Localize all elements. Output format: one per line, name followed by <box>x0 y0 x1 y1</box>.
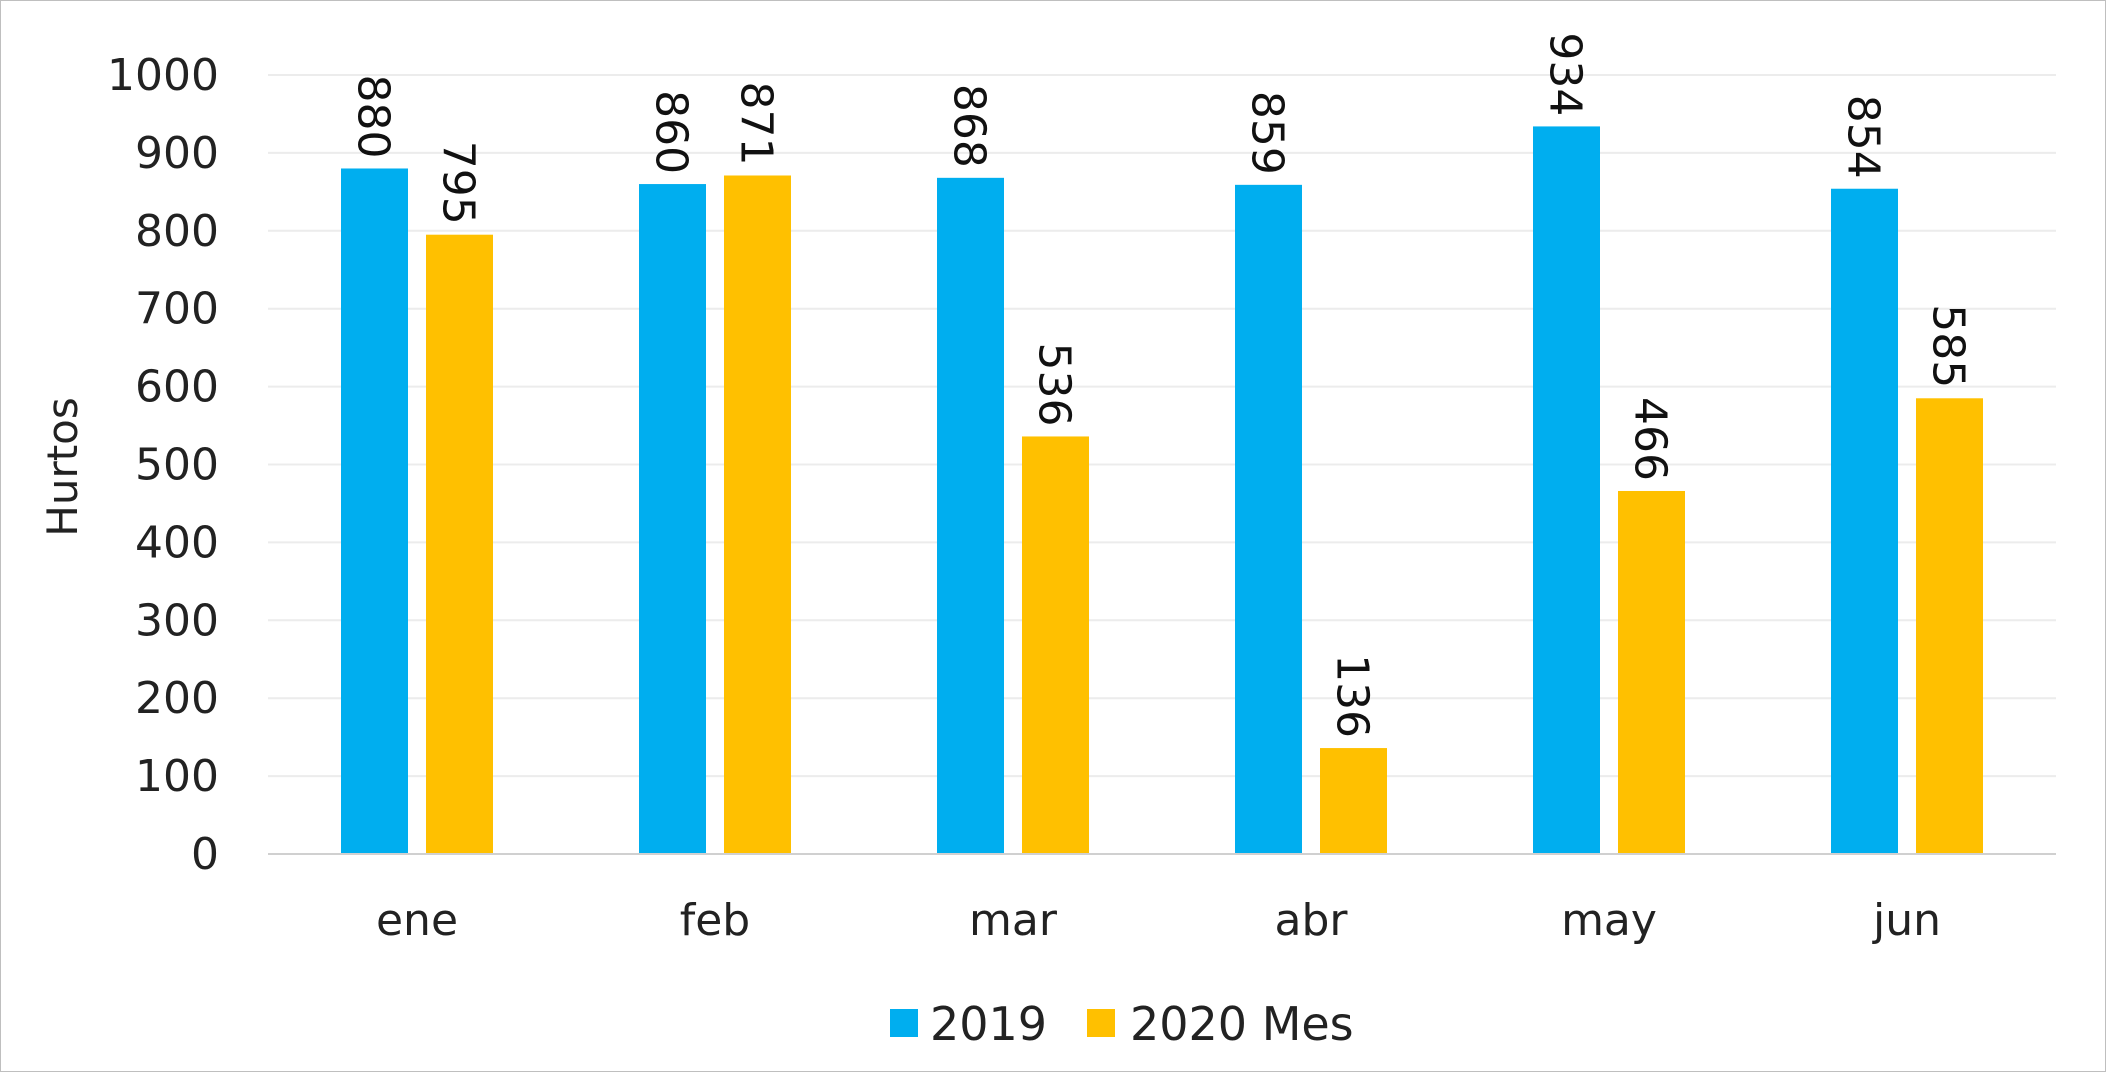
legend-label: 2019 <box>930 997 1047 1051</box>
y-tick-label: 900 <box>135 128 219 179</box>
bar-2020-mes-mar <box>1022 436 1089 854</box>
bar-2020-mes-jun <box>1916 398 1983 854</box>
data-label: 934 <box>1540 32 1591 116</box>
bar-2020-mes-feb <box>724 175 791 855</box>
data-label: 868 <box>944 84 995 168</box>
data-label: 871 <box>731 82 782 166</box>
bar-2020-mes-may <box>1618 490 1685 854</box>
x-tick-label: abr <box>1275 895 1349 946</box>
legend: 2019 2020 Mes <box>890 997 1354 1051</box>
legend-swatch <box>1087 1009 1115 1037</box>
x-tick-label: jun <box>1872 895 1941 946</box>
data-label: 536 <box>1029 342 1080 426</box>
gridlines <box>268 74 2056 778</box>
bar-2020-mes-ene <box>426 234 493 854</box>
y-tick-label: 400 <box>135 517 219 568</box>
legend-swatch <box>890 1009 918 1037</box>
data-label: 860 <box>646 90 697 174</box>
data-labels: 880 795 860 871 868 536 859 136 934 466 854 585 <box>348 32 1974 738</box>
data-label: 859 <box>1242 91 1293 175</box>
bar-2019-ene <box>341 168 408 855</box>
y-tick-label: 200 <box>135 673 219 724</box>
x-axis-tick-labels: ene feb mar abr may jun <box>376 895 1941 946</box>
y-tick-label: 500 <box>135 440 219 491</box>
data-label: 136 <box>1327 654 1378 738</box>
y-tick-label: 800 <box>135 206 219 257</box>
data-label: 795 <box>433 141 484 225</box>
data-label: 466 <box>1625 397 1676 481</box>
y-tick-label: 300 <box>135 595 219 646</box>
data-label: 585 <box>1923 304 1974 388</box>
bar-2020-mes-abr <box>1320 748 1387 854</box>
y-tick-label: 1000 <box>107 50 219 101</box>
x-tick-label: feb <box>680 895 751 946</box>
x-tick-label: mar <box>969 895 1058 946</box>
y-tick-label: 100 <box>135 751 219 802</box>
x-tick-label: may <box>1561 895 1657 946</box>
y-axis-title: Hurtos <box>38 397 87 537</box>
y-tick-label: 600 <box>135 362 219 413</box>
bars <box>341 126 1983 855</box>
y-axis-tick-labels: 0 100 200 300 400 500 600 700 800 900 1000 <box>107 50 219 880</box>
legend-label: 2020 Mes <box>1130 997 1354 1051</box>
y-tick-label: 700 <box>135 284 219 335</box>
bar-2019-mar <box>937 177 1004 854</box>
data-label: 854 <box>1838 95 1889 179</box>
bar-2019-abr <box>1235 184 1302 855</box>
bar-2019-feb <box>639 184 706 854</box>
x-tick-label: ene <box>376 895 458 946</box>
data-label: 880 <box>348 74 399 158</box>
bar-2019-jun <box>1831 188 1898 854</box>
y-tick-label: 0 <box>191 829 219 880</box>
bar-2019-may <box>1533 126 1600 854</box>
